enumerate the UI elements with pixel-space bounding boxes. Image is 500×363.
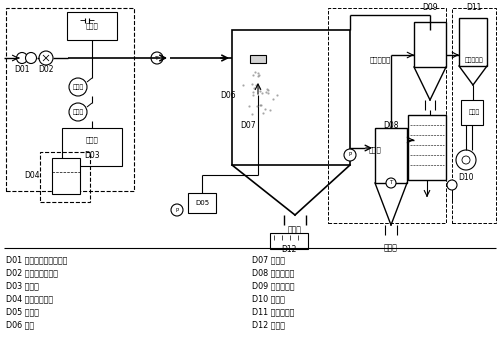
Text: 燃汽炉: 燃汽炉 bbox=[72, 109, 84, 115]
Text: D12: D12 bbox=[282, 245, 296, 253]
Text: 出料口: 出料口 bbox=[288, 225, 302, 234]
Text: 旋风分离器: 旋风分离器 bbox=[370, 57, 390, 63]
Text: D03: D03 bbox=[84, 151, 100, 159]
Text: D05 供料泵: D05 供料泵 bbox=[6, 307, 39, 316]
Bar bbox=[188, 193, 216, 213]
Bar bbox=[414, 22, 446, 67]
Bar bbox=[62, 128, 122, 166]
Text: T: T bbox=[390, 180, 392, 185]
Text: D11 湿式除尘器: D11 湿式除尘器 bbox=[252, 307, 294, 316]
Bar bbox=[270, 233, 308, 249]
Text: D10 引风机: D10 引风机 bbox=[252, 294, 285, 303]
Bar bbox=[40, 152, 90, 202]
Text: 袋滤器: 袋滤器 bbox=[368, 147, 382, 153]
Bar bbox=[461, 100, 483, 125]
Bar bbox=[328, 8, 446, 223]
Circle shape bbox=[344, 149, 356, 161]
Text: D10: D10 bbox=[458, 172, 474, 182]
Text: 文丘里: 文丘里 bbox=[468, 109, 479, 115]
Text: 水沫除尘器: 水沫除尘器 bbox=[464, 57, 483, 63]
Text: D02 送风机（选配）: D02 送风机（选配） bbox=[6, 268, 58, 277]
Text: D06 喷枪: D06 喷枪 bbox=[6, 320, 34, 329]
Circle shape bbox=[26, 53, 36, 64]
Circle shape bbox=[151, 52, 163, 64]
Circle shape bbox=[447, 180, 457, 190]
Bar bbox=[452, 8, 496, 223]
Text: D12 震动筛: D12 震动筛 bbox=[252, 320, 285, 329]
Circle shape bbox=[69, 103, 87, 121]
Text: D09: D09 bbox=[422, 4, 438, 12]
Circle shape bbox=[456, 150, 476, 170]
Text: P: P bbox=[176, 208, 178, 212]
Text: D03 加热器: D03 加热器 bbox=[6, 281, 39, 290]
Text: 蒸汽电: 蒸汽电 bbox=[86, 23, 98, 29]
Text: D04 料槽（选配）: D04 料槽（选配） bbox=[6, 294, 53, 303]
Text: 煤油炉: 煤油炉 bbox=[72, 84, 84, 90]
Text: 燃煤炉: 燃煤炉 bbox=[86, 137, 98, 143]
Text: D04: D04 bbox=[24, 171, 40, 179]
Circle shape bbox=[386, 178, 396, 188]
Circle shape bbox=[171, 204, 183, 216]
Bar bbox=[232, 30, 350, 165]
Text: D01 空气过滤器（选配）: D01 空气过滤器（选配） bbox=[6, 255, 68, 264]
Text: T: T bbox=[155, 56, 159, 61]
Text: D06: D06 bbox=[220, 90, 236, 99]
Text: D02: D02 bbox=[38, 65, 54, 74]
Text: D01: D01 bbox=[14, 65, 30, 74]
Text: D08 一级吸尘塔: D08 一级吸尘塔 bbox=[252, 268, 294, 277]
Circle shape bbox=[39, 51, 53, 65]
Text: D09 二级吸尘塔: D09 二级吸尘塔 bbox=[252, 281, 294, 290]
Bar bbox=[52, 158, 80, 194]
Bar bbox=[459, 18, 487, 66]
Text: P: P bbox=[348, 152, 352, 158]
Bar bbox=[6, 8, 134, 191]
Text: D07: D07 bbox=[240, 121, 256, 130]
Circle shape bbox=[16, 53, 28, 64]
Circle shape bbox=[69, 78, 87, 96]
Text: 出料口: 出料口 bbox=[384, 244, 398, 253]
Bar bbox=[250, 55, 266, 63]
Text: D08: D08 bbox=[384, 121, 399, 130]
Text: D11: D11 bbox=[466, 4, 481, 12]
Bar bbox=[67, 12, 117, 40]
Bar bbox=[375, 128, 407, 183]
Text: D05: D05 bbox=[195, 200, 209, 206]
Bar bbox=[408, 115, 446, 180]
Circle shape bbox=[462, 156, 470, 164]
Text: D07 干燥塔: D07 干燥塔 bbox=[252, 255, 285, 264]
